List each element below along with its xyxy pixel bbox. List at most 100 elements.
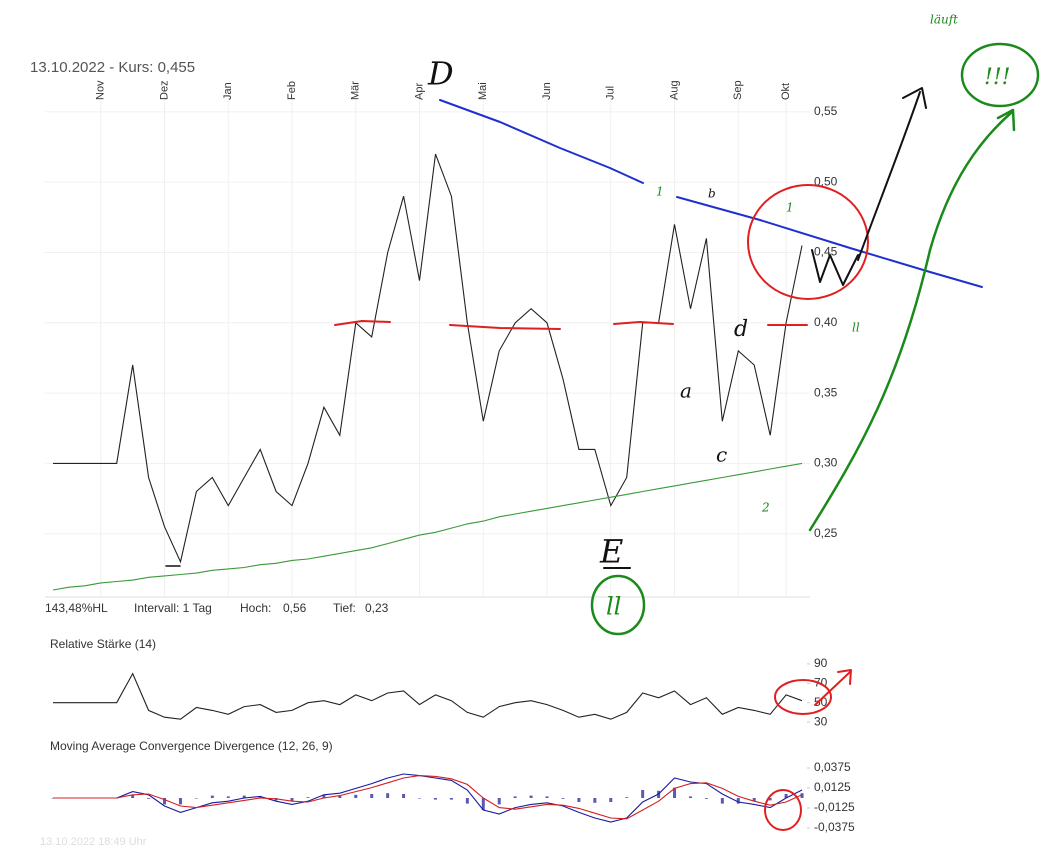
x-tick-label: Nov: [95, 80, 107, 100]
y-tick-label: 0,0375: [814, 760, 851, 774]
circle: [590, 574, 646, 636]
histogram-bar: [194, 798, 198, 799]
series-line: [52, 462, 803, 591]
annotation: ll: [852, 321, 860, 335]
series-line: [53, 672, 803, 720]
histogram-bar: [226, 796, 230, 798]
histogram-bar: [210, 795, 214, 798]
histogram-bar: [163, 798, 167, 805]
annotation: d: [734, 317, 748, 342]
histogram-bar: [545, 796, 549, 798]
histogram-bar: [625, 797, 629, 798]
histogram-bar: [673, 787, 677, 798]
histogram-bar: [242, 795, 246, 798]
annotation: läuft: [930, 13, 958, 27]
annotation: 1: [656, 185, 664, 199]
histogram-bar: [704, 798, 708, 799]
x-tick-label: Apr: [413, 83, 425, 100]
histogram-bar: [370, 794, 374, 798]
hand-drawings: [165, 42, 1040, 831]
annotation: E: [599, 533, 623, 571]
y-tick-label: 0,50: [814, 174, 838, 188]
x-tick-label: Mai: [477, 82, 489, 100]
histogram-bar: [577, 798, 581, 802]
y-tick-label: -0,0125: [814, 800, 855, 814]
histogram-bar: [497, 798, 501, 805]
histogram-bar: [178, 798, 182, 805]
histogram-bar: [465, 798, 469, 804]
trend-line: [439, 99, 644, 184]
x-tick-label: Jan: [222, 82, 234, 100]
histogram-bar: [131, 794, 135, 798]
histogram-bar: [593, 798, 597, 803]
circle: [747, 184, 869, 300]
info: 0,23: [365, 601, 389, 615]
histogram-bar: [354, 794, 358, 798]
histogram-bar: [402, 794, 406, 798]
histogram-bar: [258, 796, 262, 798]
histogram-bar: [147, 798, 151, 799]
series-line: [53, 775, 803, 820]
histogram-bar: [51, 798, 55, 799]
x-tick-label: Mär: [350, 81, 362, 100]
w-shape: [811, 249, 859, 286]
footer: 13.10.2022 18:49 Uhr: [40, 836, 147, 848]
histogram-bar: [752, 798, 756, 802]
x-tick-label: Aug: [668, 80, 680, 100]
y-tick-label: 0,55: [814, 104, 838, 118]
histogram-bar: [338, 795, 342, 798]
panel-title: Relative Stärke (14): [50, 637, 156, 651]
annotation: c: [716, 443, 727, 467]
histogram-bar: [688, 796, 692, 798]
histogram-bar: [800, 793, 804, 798]
y-tick-label: 50: [814, 695, 828, 709]
level-line: [334, 320, 808, 330]
annotation: D: [427, 55, 454, 93]
series-line: [53, 773, 803, 823]
info: Tief:: [333, 601, 356, 615]
histogram-bar: [481, 798, 485, 810]
histogram-bar: [449, 798, 453, 800]
circle: [764, 789, 802, 831]
info: Hoch:: [240, 601, 271, 615]
header: 13.10.2022 - Kurs: 0,455: [30, 59, 195, 76]
panel-title: Moving Average Convergence Divergence (1…: [50, 739, 333, 753]
circle: [774, 679, 832, 715]
histogram-bar: [433, 798, 437, 800]
histogram-bar: [784, 794, 788, 798]
series-line: [53, 153, 803, 564]
annotation: !!!: [984, 65, 1011, 90]
histogram-bar: [736, 798, 740, 804]
x-tick-label: Jul: [605, 86, 617, 100]
y-tick-label: 0,45: [814, 245, 838, 259]
y-tick-label: 0,25: [814, 526, 838, 540]
annotation: ll: [606, 593, 621, 621]
arrow: [808, 108, 1016, 532]
histogram-bar: [768, 798, 772, 801]
histogram-bar: [641, 790, 645, 798]
arrow: [857, 87, 927, 261]
histogram-bar: [418, 798, 422, 799]
x-tick-label: Jun: [541, 82, 553, 100]
y-tick-label: 30: [814, 714, 828, 728]
annotation: b: [708, 187, 716, 201]
x-tick-label: Okt: [780, 83, 792, 100]
annotation: a: [680, 379, 692, 403]
x-tick-label: Dez: [158, 80, 170, 100]
circle: [960, 42, 1040, 108]
annotation: 2: [761, 501, 770, 515]
x-tick-label: Sep: [732, 80, 744, 100]
arrow: [814, 669, 852, 706]
histogram-bar: [720, 798, 724, 804]
trend-line: [676, 196, 983, 288]
histogram-bar: [306, 797, 310, 798]
y-tick-label: 0,30: [814, 456, 838, 470]
y-tick-label: 0,35: [814, 385, 838, 399]
histogram-bar: [322, 794, 326, 798]
x-tick-label: Feb: [286, 81, 298, 100]
y-tick-label: -0,0375: [814, 820, 855, 834]
info: 143,48%HL: [45, 601, 108, 615]
info: 0,56: [283, 601, 307, 615]
info: Intervall: 1 Tag: [134, 601, 212, 615]
